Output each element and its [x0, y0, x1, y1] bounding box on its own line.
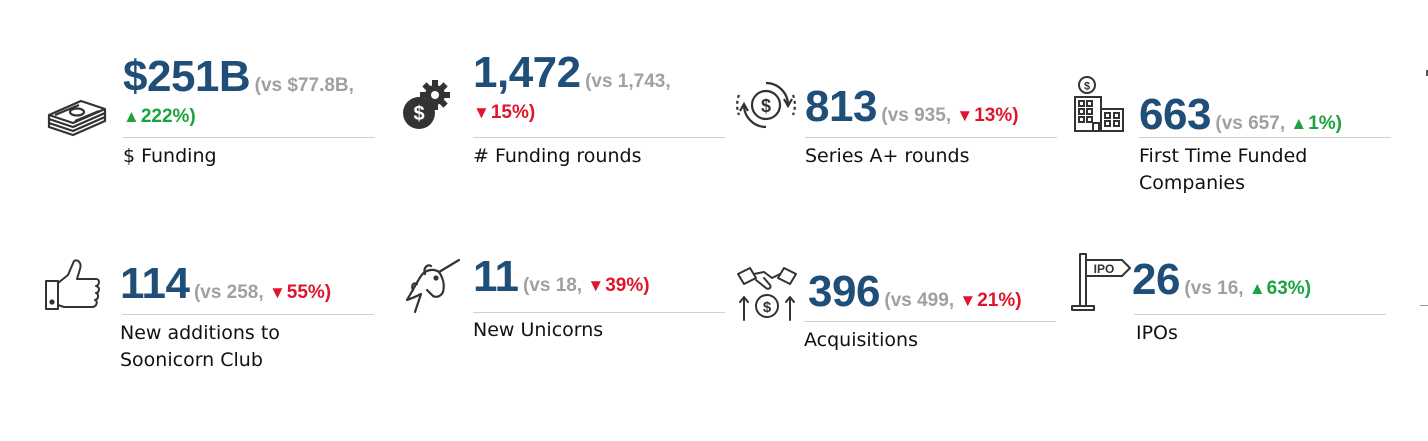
metric-card-ipos: IPO 26 (vs 16, ▲63%) IPOs	[1062, 252, 1402, 402]
arrow-up-icon: ▲	[1248, 279, 1266, 298]
divider	[123, 137, 375, 138]
divider	[473, 312, 725, 313]
arrow-down-icon: ▼	[956, 106, 974, 125]
handshake-dollar-icon: $	[736, 264, 798, 324]
page-edge-marker	[1426, 70, 1428, 76]
metric-comparison: (vs 499,	[884, 290, 955, 311]
divider	[1139, 137, 1391, 138]
metric-change: ▼39%)	[587, 275, 650, 296]
dollar-cycle-icon: $	[735, 77, 797, 133]
metric-value: 26	[1132, 255, 1180, 304]
divider	[804, 321, 1056, 322]
metric-headline: 11 (vs 18, ▼39%)	[473, 255, 735, 299]
arrow-down-icon: ▼	[587, 276, 605, 295]
arrow-up-icon: ▲	[123, 107, 140, 126]
metric-change: ▲1%)	[1290, 113, 1343, 134]
metric-headline: 114 (vs 258, ▼55%)	[120, 262, 382, 306]
metric-card-unicorns: 11 (vs 18, ▼39%) New Unicorns	[395, 250, 735, 400]
metric-card-acquisitions: $ 396 (vs 499, ▼21%) Acquisitions	[730, 262, 1070, 412]
metric-comparison: (vs $77.8B,	[254, 75, 354, 96]
metric-comparison: (vs 657,	[1215, 113, 1286, 134]
divider	[473, 137, 725, 138]
svg-text:IPO: IPO	[1094, 262, 1115, 276]
divider	[122, 314, 374, 315]
metric-value: 813	[805, 82, 877, 131]
metric-change: ▼21%)	[959, 290, 1022, 311]
svg-text:$: $	[763, 299, 772, 316]
metric-comparison: (vs 935,	[881, 105, 952, 126]
metric-card-first-time-funded: $ 663 (vs 657, ▲1%) First Time Funded Co…	[1061, 55, 1401, 205]
unicorn-icon	[403, 256, 463, 316]
dollar-gear-icon: $	[395, 77, 459, 133]
metric-value: $251B	[123, 52, 251, 101]
metric-headline: 813 (vs 935, ▼13%)	[805, 85, 1067, 129]
metric-label: First Time Funded Companies	[1139, 145, 1308, 194]
metric-headline: 1,472 (vs 1,743, ▼15%)	[473, 48, 735, 123]
money-stack-icon	[45, 77, 109, 147]
metric-headline: 396 (vs 499, ▼21%)	[808, 270, 1070, 314]
metric-comparison: (vs 258,	[193, 282, 264, 303]
building-dollar-icon: $	[1071, 75, 1129, 135]
arrow-down-icon: ▼	[959, 291, 977, 310]
svg-text:$: $	[1084, 81, 1090, 93]
arrow-down-icon: ▼	[268, 283, 286, 302]
metric-change: ▲63%)	[1248, 278, 1312, 299]
metric-label: # Funding rounds	[473, 145, 642, 167]
metric-card-series-a-rounds: $ 813 (vs 935, ▼13%) Series A+ rounds	[727, 55, 1067, 205]
metric-label: IPOs	[1136, 322, 1178, 344]
metric-value: 663	[1139, 90, 1211, 139]
arrow-up-icon: ▲	[1290, 114, 1308, 133]
metric-card-funding: $251B (vs $77.8B, ▲222%) $ Funding	[45, 55, 385, 205]
metric-label: $ Funding	[123, 145, 217, 167]
metric-comparison: (vs 1,743,	[585, 71, 671, 92]
thumbs-up-icon	[42, 255, 106, 313]
metric-headline: 663 (vs 657, ▲1%)	[1139, 93, 1401, 137]
page-edge-divider	[1420, 305, 1428, 306]
metric-label: Series A+ rounds	[805, 145, 970, 167]
metric-label: New additions to Soonicorn Club	[120, 322, 280, 371]
svg-text:$: $	[413, 103, 424, 125]
metric-change: ▲222%)	[123, 106, 196, 127]
metric-value: 1,472	[473, 48, 581, 97]
arrow-down-icon: ▼	[473, 103, 490, 122]
ipo-sign-icon: IPO	[1068, 252, 1132, 312]
metric-card-soonicorn: 114 (vs 258, ▼55%) New additions to Soon…	[42, 255, 382, 405]
metric-card-funding-rounds: $ 1,472 (vs 1,743, ▼15%) # Funding round…	[395, 51, 735, 205]
metric-change: ▼15%)	[473, 102, 536, 123]
metric-headline: 26 (vs 16, ▲63%)	[1132, 258, 1394, 302]
metric-headline: $251B (vs $77.8B, ▲222%)	[123, 52, 385, 127]
metric-comparison: (vs 16,	[1184, 278, 1244, 299]
metric-change: ▼55%)	[268, 282, 332, 303]
metric-label: Acquisitions	[804, 329, 918, 351]
divider	[1134, 314, 1386, 315]
svg-text:$: $	[761, 96, 771, 116]
metric-value: 11	[473, 252, 519, 301]
metric-label: New Unicorns	[473, 319, 604, 341]
metric-change: ▼13%)	[956, 105, 1019, 126]
divider	[805, 137, 1057, 138]
metric-value: 396	[808, 267, 880, 316]
metric-comparison: (vs 18,	[522, 275, 583, 296]
metric-value: 114	[120, 259, 190, 308]
